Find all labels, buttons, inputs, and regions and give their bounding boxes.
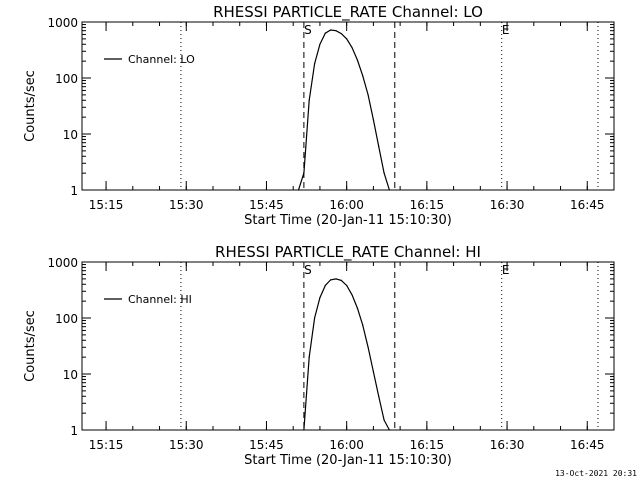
data-point xyxy=(372,371,374,373)
data-point xyxy=(367,346,369,348)
data-point xyxy=(330,279,332,281)
plot-frame xyxy=(81,21,615,191)
data-point xyxy=(356,59,358,61)
data-point xyxy=(383,172,385,174)
footer-timestamp: 13-Oct-2021 20:31 xyxy=(555,469,637,478)
data-point xyxy=(308,356,310,358)
data-point xyxy=(297,189,300,191)
data-point xyxy=(388,429,390,431)
data-point xyxy=(324,284,326,287)
marker-label: E xyxy=(502,263,510,277)
panel-hi: RHESSI PARTICLE_RATE Channel: HIS E 1 10 100… xyxy=(23,243,615,468)
x-tick-label: 15:45 xyxy=(249,438,284,452)
data-point xyxy=(346,38,348,40)
x-tick-label: 16:45 xyxy=(570,198,605,212)
data-point xyxy=(383,419,385,421)
y-tick-label: 1 xyxy=(70,184,78,198)
x-tick-label: 16:30 xyxy=(490,198,525,212)
data-point xyxy=(351,294,353,296)
data-point xyxy=(319,297,321,299)
y-tick-label: 1 xyxy=(70,424,78,438)
y-tick-label: 10 xyxy=(63,128,78,142)
y-tick-label: 1000 xyxy=(47,16,78,30)
data-point xyxy=(362,324,364,326)
y-tick-label: 10 xyxy=(63,368,78,382)
x-tick-label: 16:45 xyxy=(570,438,605,452)
x-tick-label: 16:15 xyxy=(410,198,445,212)
x-tick-label: 15:30 xyxy=(169,438,204,452)
data-point xyxy=(314,317,316,319)
data-point xyxy=(340,279,342,281)
data-point xyxy=(340,33,342,35)
x-tick-label: 16:00 xyxy=(329,198,364,212)
data-point xyxy=(356,307,358,309)
x-tick-label: 16:15 xyxy=(410,438,445,452)
x-tick-label: 15:30 xyxy=(169,198,204,212)
data-point xyxy=(303,172,305,174)
chart-title: RHESSI PARTICLE_RATE Channel: LO xyxy=(213,3,483,22)
data-point xyxy=(303,429,305,431)
panel-lo: RHESSI PARTICLE_RATE Channel: LOS E 1 10 100… xyxy=(23,3,615,228)
marker-label: E xyxy=(502,23,510,37)
x-tick-label: 15:15 xyxy=(89,198,124,212)
y-axis-label: Counts/sec xyxy=(23,310,38,382)
data-point xyxy=(314,63,316,65)
series-line xyxy=(297,29,390,191)
x-tick-label: 15:15 xyxy=(89,438,124,452)
legend-label: Channel: LO xyxy=(128,53,195,66)
data-point xyxy=(367,94,369,96)
marker-label: S xyxy=(304,23,312,37)
plot-frame xyxy=(81,261,615,431)
data-point xyxy=(324,32,326,34)
x-axis-label: Start Time (20-Jan-11 15:10:30) xyxy=(244,213,452,228)
data-point xyxy=(335,30,337,32)
data-point xyxy=(335,278,337,280)
y-tick-label: 1000 xyxy=(47,256,78,270)
data-point xyxy=(378,395,380,397)
data-point xyxy=(378,145,380,147)
data-point xyxy=(330,29,332,31)
y-tick-label: 100 xyxy=(55,72,78,86)
data-point xyxy=(362,75,364,77)
data-point xyxy=(351,46,353,49)
x-tick-label: 15:45 xyxy=(249,198,284,212)
data-point xyxy=(319,43,321,45)
y-tick-label: 100 xyxy=(55,312,78,326)
data-point xyxy=(388,189,390,191)
marker-label: S xyxy=(304,263,312,277)
data-point xyxy=(372,119,374,121)
chart-title: RHESSI PARTICLE_RATE Channel: HI xyxy=(215,243,481,262)
data-point xyxy=(346,284,348,287)
legend-label: Channel: HI xyxy=(128,293,192,306)
x-axis-label: Start Time (20-Jan-11 15:10:30) xyxy=(244,453,452,468)
data-point xyxy=(308,99,310,101)
x-tick-label: 16:00 xyxy=(329,438,364,452)
y-axis-label: Counts/sec xyxy=(23,70,38,142)
x-tick-label: 16:30 xyxy=(490,438,525,452)
